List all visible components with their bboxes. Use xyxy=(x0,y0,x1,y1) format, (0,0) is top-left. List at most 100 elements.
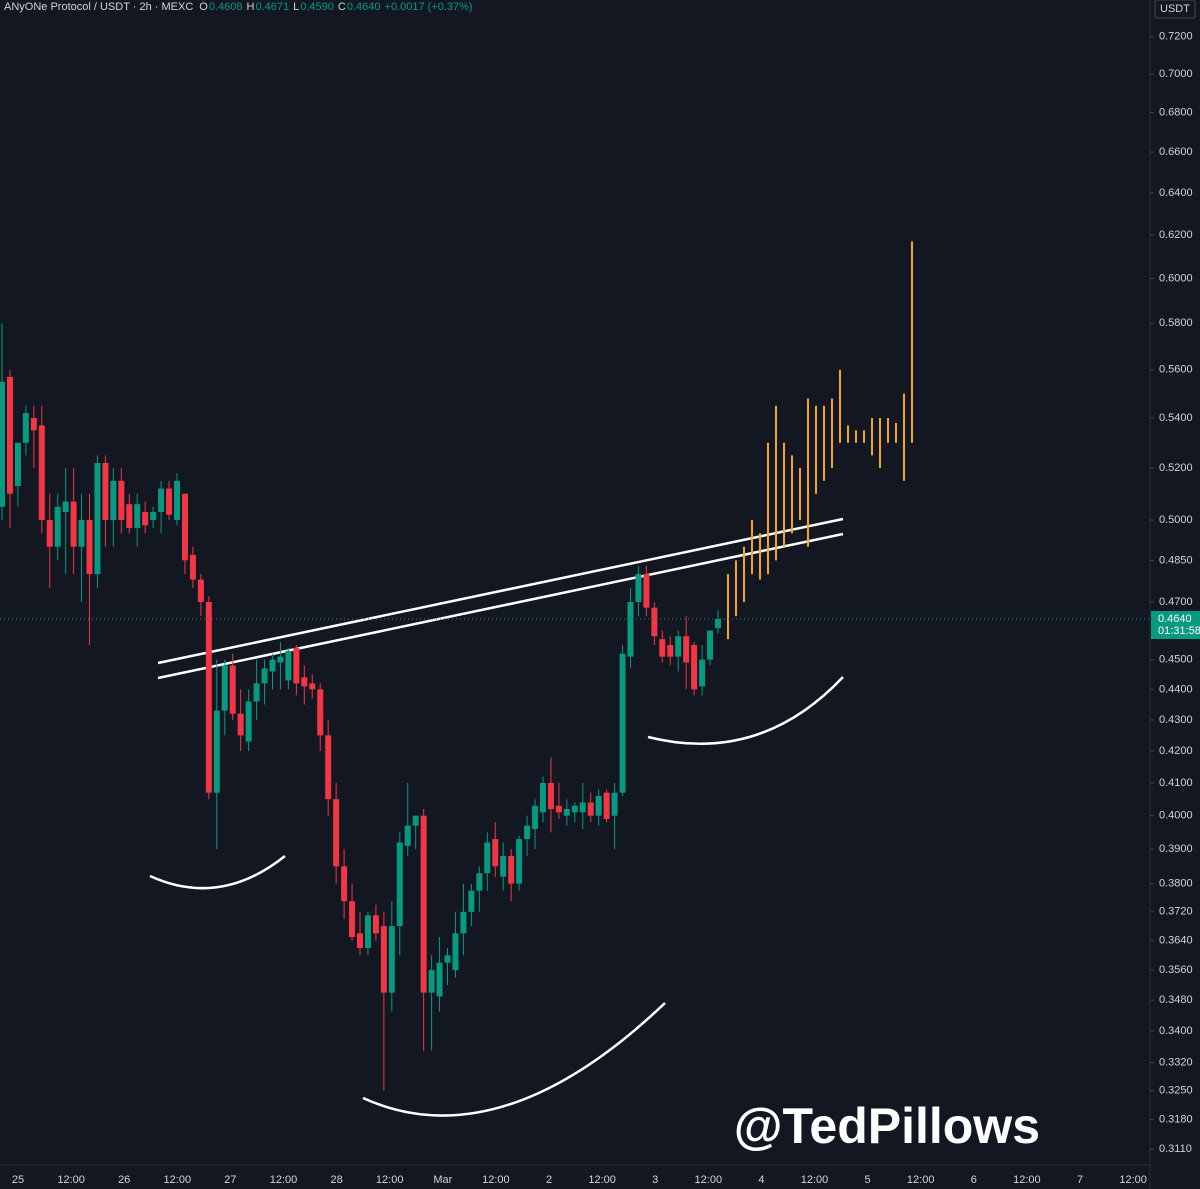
candle-body xyxy=(667,644,674,657)
x-tick-label: 2 xyxy=(546,1174,552,1186)
candle-body xyxy=(174,480,181,521)
candle-body xyxy=(659,639,666,657)
y-tick-label: 0.7000 xyxy=(1159,68,1193,80)
y-tick-label: 0.3110 xyxy=(1159,1143,1192,1155)
candle-body xyxy=(563,809,570,816)
x-tick-label: 12:00 xyxy=(270,1174,298,1186)
x-tick-label: 28 xyxy=(330,1174,342,1186)
y-tick-label: 0.5600 xyxy=(1159,364,1193,376)
candle-body xyxy=(492,839,499,867)
ohlc-key: L xyxy=(293,1,300,13)
candle-body xyxy=(166,488,173,515)
candle-body xyxy=(547,782,554,810)
x-tick-label: 12:00 xyxy=(482,1174,510,1186)
candle-body xyxy=(436,962,443,997)
candle-body xyxy=(189,554,196,580)
candle-body xyxy=(70,501,77,547)
candle-body xyxy=(158,488,165,513)
candle-body xyxy=(412,815,419,826)
x-tick-label: 12:00 xyxy=(907,1174,935,1186)
y-tick-label: 0.6600 xyxy=(1159,146,1193,158)
candle-body xyxy=(245,701,252,742)
ohlc-key: H xyxy=(246,1,255,13)
candle-body xyxy=(301,677,308,687)
last-price-label: 0.4640 xyxy=(1158,613,1192,625)
candle-body xyxy=(484,842,491,874)
candle-body xyxy=(349,901,356,937)
candle-body xyxy=(333,799,340,867)
y-tick-label: 0.3250 xyxy=(1159,1085,1193,1097)
candle-body xyxy=(595,795,602,816)
y-tick-label: 0.5200 xyxy=(1159,462,1193,474)
candle-body xyxy=(444,955,451,963)
y-tick-label: 0.3800 xyxy=(1159,878,1193,890)
candle-body xyxy=(571,805,578,813)
candle-body xyxy=(62,501,69,513)
candle-body xyxy=(325,735,332,800)
candle-body xyxy=(532,805,539,829)
candle-body xyxy=(460,911,467,934)
x-tick-label: Mar xyxy=(433,1174,452,1186)
candle-body xyxy=(54,506,61,547)
candle-body xyxy=(508,856,515,884)
y-tick-label: 0.6400 xyxy=(1159,187,1193,199)
x-tick-label: 5 xyxy=(865,1174,871,1186)
arc xyxy=(647,676,844,745)
trend-line xyxy=(157,517,844,665)
x-tick-label: 12:00 xyxy=(695,1174,723,1186)
candle-body xyxy=(611,792,618,816)
y-tick-label: 0.3400 xyxy=(1159,1025,1193,1037)
candle-body xyxy=(707,630,714,660)
candle-body xyxy=(14,442,21,486)
x-tick-label: 12:00 xyxy=(164,1174,192,1186)
candle-body xyxy=(468,890,475,912)
candle-body xyxy=(476,873,483,891)
candle-body xyxy=(317,689,324,736)
candle-body xyxy=(253,683,260,702)
candle-body xyxy=(221,665,228,711)
candle-body xyxy=(579,802,586,813)
y-tick-label: 0.4700 xyxy=(1159,596,1193,608)
candle-body xyxy=(205,601,212,793)
candle-body xyxy=(181,493,188,561)
x-tick-label: 12:00 xyxy=(1013,1174,1041,1186)
candle-body xyxy=(388,926,395,993)
x-tick-label: 7 xyxy=(1077,1174,1083,1186)
candle-body xyxy=(285,650,292,681)
candle-body xyxy=(627,601,634,657)
candle-body xyxy=(500,856,507,877)
candle-body xyxy=(277,656,284,663)
ohlc-value: 0.4640 xyxy=(346,1,381,13)
ohlc-value: 0.4590 xyxy=(300,1,334,13)
candle-body xyxy=(94,462,101,575)
x-tick-label: 3 xyxy=(652,1174,658,1186)
candle-body xyxy=(675,636,682,657)
y-tick-label: 0.4200 xyxy=(1159,745,1193,757)
y-tick-label: 0.3900 xyxy=(1159,843,1193,855)
candle-body xyxy=(309,683,316,690)
candle-body xyxy=(396,842,403,927)
arc xyxy=(149,855,286,890)
symbol-title: ANyONe Protocol / USDT · 2h · MEXC xyxy=(4,1,194,13)
ohlc-value: 0.4671 xyxy=(255,1,290,13)
candle-body xyxy=(150,512,157,521)
candle-body xyxy=(372,915,379,934)
candle-body xyxy=(229,665,236,714)
candle-body xyxy=(651,607,658,637)
last-price-tag xyxy=(1151,611,1200,640)
y-tick-label: 0.4500 xyxy=(1159,654,1193,666)
y-tick-label: 0.6200 xyxy=(1159,229,1193,241)
watermark: @TedPillows xyxy=(734,1098,1040,1154)
countdown: 01:31:58 xyxy=(1158,625,1200,637)
candle-body xyxy=(38,425,45,521)
candle-body xyxy=(691,644,698,690)
price-change: +0.0017 (+0.37%) xyxy=(384,1,473,13)
x-tick-label: 6 xyxy=(971,1174,977,1186)
candle-body xyxy=(516,839,523,884)
y-tick-label: 0.3480 xyxy=(1159,994,1193,1006)
candle-body xyxy=(118,480,125,521)
currency-box xyxy=(1154,0,1196,19)
y-tick-label: 0.3640 xyxy=(1159,935,1193,947)
